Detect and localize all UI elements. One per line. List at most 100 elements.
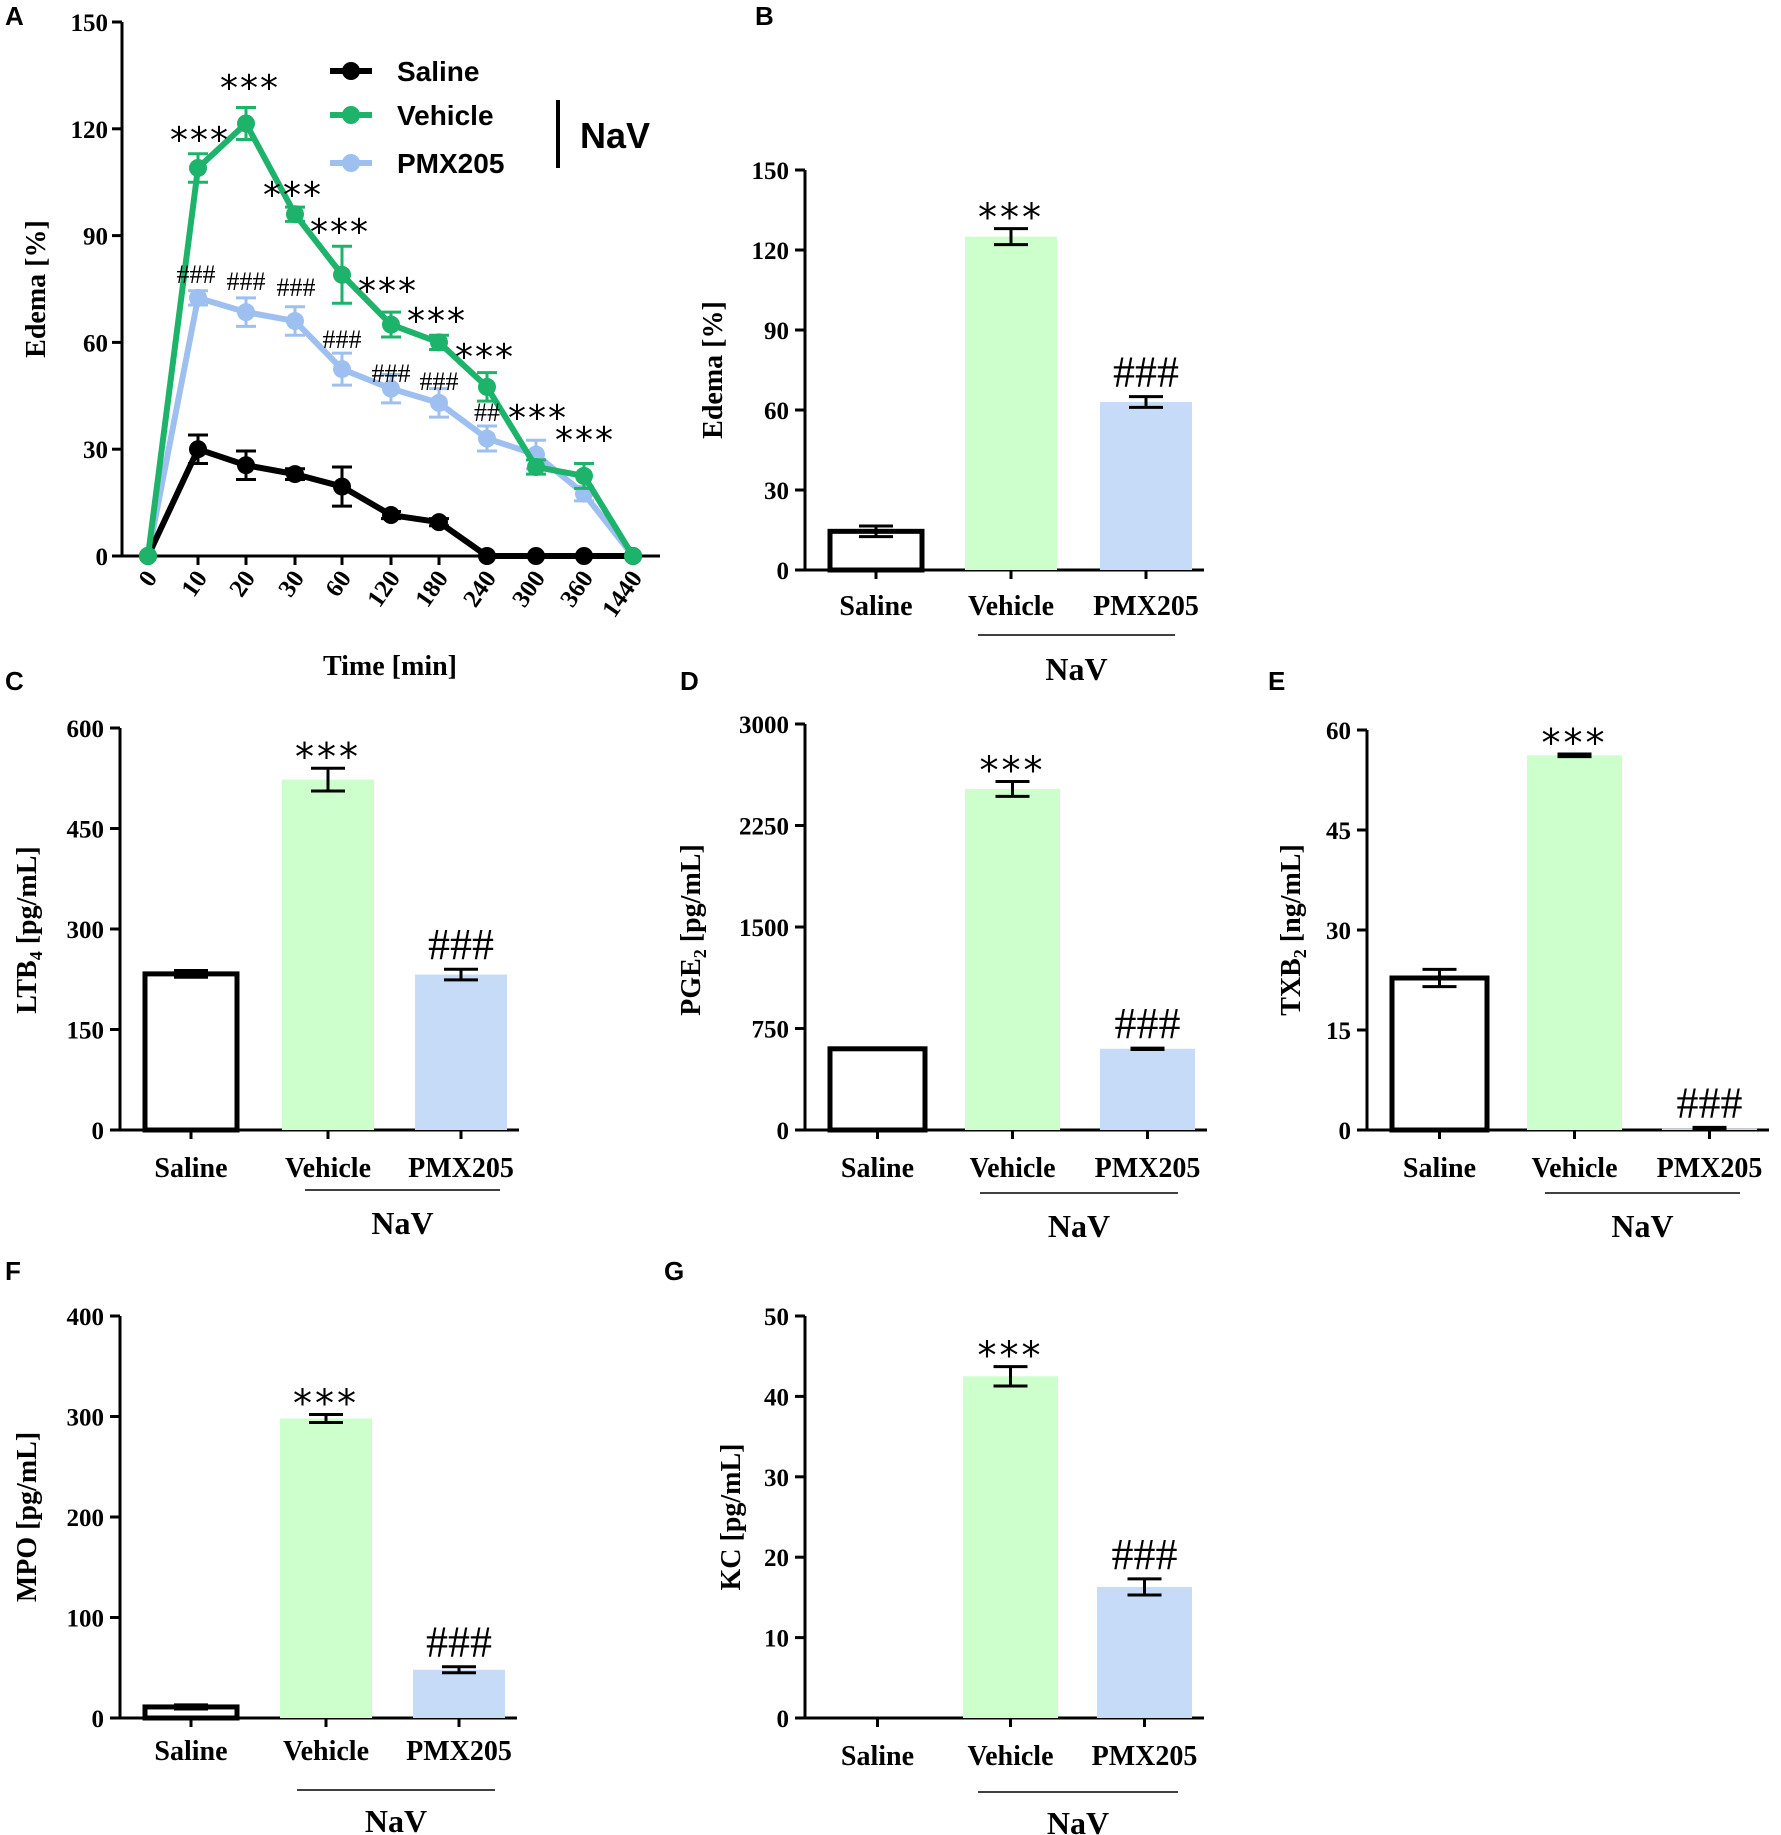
x-tick-label: 180 [410, 566, 454, 612]
significance-hash: ### [1677, 1078, 1743, 1127]
y-tick-label: 150 [67, 1018, 105, 1045]
bar-pmx205 [415, 974, 507, 1130]
category-label: Vehicle [967, 1741, 1053, 1772]
significance-stars: *** [263, 175, 323, 216]
significance-hash: ### [1115, 999, 1181, 1048]
x-tick-label: 60 [320, 566, 356, 602]
y-tick-label: 150 [752, 158, 790, 185]
y-tick-label: 60 [1326, 718, 1351, 745]
data-point [575, 466, 593, 485]
x-tick-label: 30 [273, 566, 309, 602]
x-tick-label: 300 [507, 566, 551, 612]
significance-hash: ### [426, 1618, 492, 1667]
category-label: Vehicle [283, 1736, 369, 1767]
panel-letter: A [5, 1, 24, 31]
y-tick-label: 30 [83, 437, 108, 464]
significance-stars: *** [980, 749, 1046, 793]
legend-label: Saline [397, 56, 479, 87]
bar-pmx205 [1100, 402, 1192, 570]
panel-E: E 0 15 30 45 60 TXB2 [ng/mL] Saline *** Vehicle ##… [1268, 666, 1769, 1244]
data-point [189, 440, 207, 459]
series-line [145, 120, 636, 558]
category-label: PMX205 [1093, 591, 1199, 622]
group-label: NaV [365, 1803, 427, 1835]
y-tick-label: 450 [67, 817, 105, 844]
category-label: PMX205 [406, 1736, 512, 1767]
significance-hash: ### [428, 920, 494, 969]
significance-stars: *** [1542, 721, 1608, 765]
data-point [286, 312, 304, 331]
series-saline [139, 433, 642, 565]
group-label: NaV [1047, 1805, 1109, 1835]
panel-F: F 0 100 200 300 400 MPO [pg/mL] Saline *** Vehicl… [5, 1256, 517, 1835]
x-tick-label: 0 [134, 566, 163, 592]
category-label: PMX205 [408, 1153, 514, 1184]
panel-C: C 0 150 300 450 600 LTB4 [pg/mL] Saline *** Vehic… [5, 666, 519, 1241]
y-tick-label: 0 [92, 1118, 105, 1145]
y-tick-label: 60 [83, 330, 108, 357]
data-point [430, 393, 448, 412]
significance-hash: ### [372, 359, 411, 388]
data-point [237, 456, 255, 475]
bar-saline [1389, 975, 1490, 1133]
y-tick-label: 0 [777, 1706, 790, 1733]
data-point [237, 303, 255, 322]
significance-hash: ## [474, 398, 500, 427]
legend-label: Vehicle [397, 100, 494, 131]
y-label-text: KC [pg/mL] [716, 1444, 747, 1591]
significance-stars: *** [310, 212, 370, 253]
category-label: Vehicle [285, 1153, 371, 1184]
legend-marker [342, 106, 360, 124]
y-tick-label: 30 [1326, 918, 1351, 945]
data-point [237, 114, 255, 133]
significance-stars: *** [455, 337, 515, 378]
x-tick-label: 1440 [597, 566, 648, 622]
panel-letter: C [5, 666, 24, 696]
bar-vehicle [1527, 755, 1622, 1130]
bar-vehicle [965, 788, 1060, 1130]
bar-vehicle [280, 1418, 372, 1718]
y-tick-label: 750 [752, 1017, 790, 1044]
category-label: Vehicle [1531, 1153, 1617, 1184]
data-point [430, 513, 448, 532]
x-tick-label: 20 [224, 566, 260, 602]
category-label: Saline [154, 1153, 227, 1184]
significance-stars: *** [358, 271, 418, 312]
significance-hash: ### [323, 325, 362, 354]
y-axis-label: PGE2 [pg/mL] [676, 844, 710, 1016]
bar-pmx205 [1100, 1048, 1195, 1130]
y-tick-label: 0 [1339, 1118, 1352, 1145]
y-tick-label: 0 [777, 558, 790, 585]
category-label: Saline [841, 1153, 914, 1184]
data-point [624, 547, 642, 565]
y-tick-label: 1500 [739, 915, 789, 942]
significance-stars: *** [293, 1381, 359, 1425]
y-tick-label: 60 [764, 398, 789, 425]
y-tick-label: 300 [67, 1405, 105, 1432]
significance-hash: ### [227, 267, 266, 296]
y-tick-label: 300 [67, 917, 105, 944]
legend-group-label: NaV [580, 115, 650, 156]
panel-D: D 0 750 1500 2250 3000 PGE2 [pg/mL] Saline *** Ve… [676, 666, 1207, 1244]
data-point [286, 205, 304, 224]
significance-stars: *** [220, 68, 280, 109]
x-tick-label: 10 [176, 566, 212, 602]
group-label: NaV [1611, 1208, 1673, 1244]
data-point [333, 477, 351, 496]
group-label: NaV [1045, 651, 1107, 687]
x-tick-label: 360 [555, 566, 599, 612]
category-label: Saline [154, 1736, 227, 1767]
series-line [145, 446, 633, 559]
y-label-text: MPO [pg/mL] [12, 1432, 43, 1602]
y-tick-label: 600 [67, 716, 105, 743]
y-tick-label: 20 [764, 1545, 789, 1572]
data-point [189, 158, 207, 177]
y-label-text: TXB [1276, 958, 1307, 1016]
y-axis-label: Edema [%] [698, 301, 729, 439]
category-label: Saline [841, 1741, 914, 1772]
y-axis-label: Edema [%] [21, 220, 52, 358]
y-label-text: Edema [%] [698, 301, 729, 439]
y-tick-label: 150 [71, 10, 109, 37]
y-label-text: LTB [12, 960, 43, 1013]
